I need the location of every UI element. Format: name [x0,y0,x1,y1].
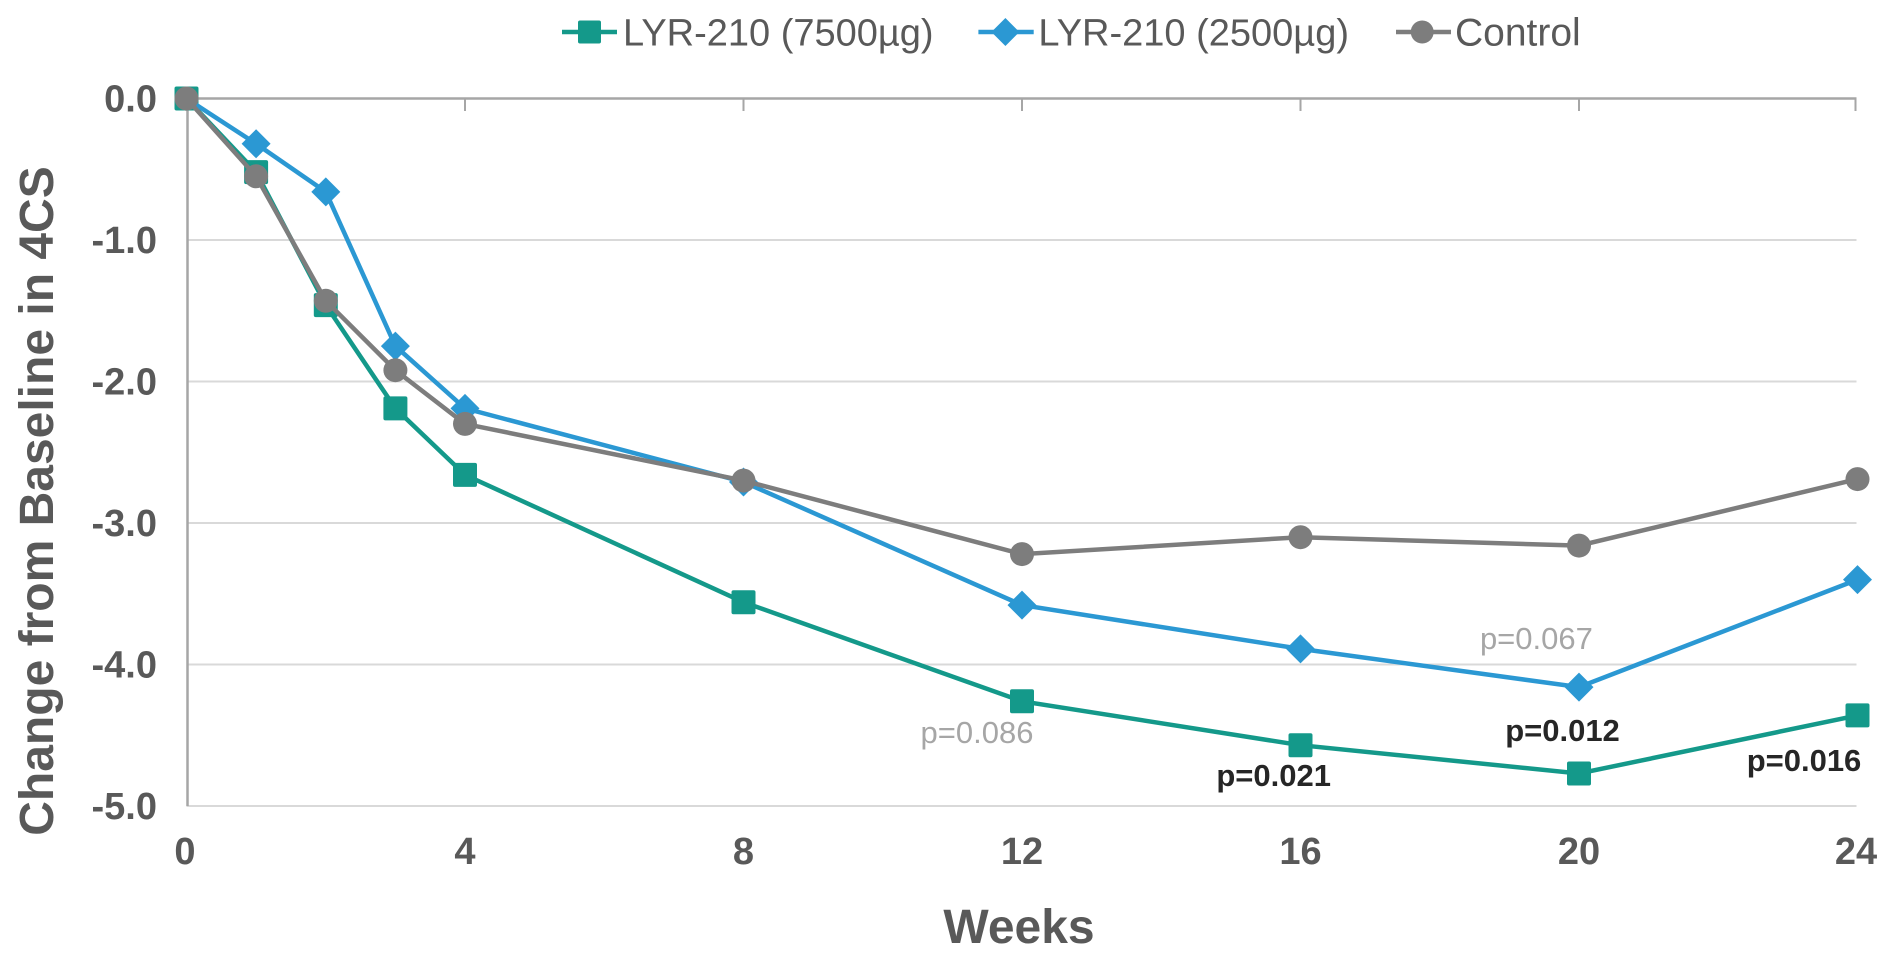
svg-text:24: 24 [1835,831,1877,873]
svg-text:p=0.016: p=0.016 [1747,743,1862,778]
svg-text:12: 12 [1001,831,1043,873]
svg-text:p=0.067: p=0.067 [1480,621,1593,656]
svg-text:Change from Baseline in 4CS: Change from Baseline in 4CS [11,166,64,836]
svg-text:p=0.021: p=0.021 [1216,758,1331,793]
svg-text:p=0.012: p=0.012 [1505,713,1620,748]
svg-text:4: 4 [454,831,475,873]
svg-text:p=0.086: p=0.086 [921,715,1034,750]
svg-text:20: 20 [1558,831,1600,873]
svg-text:-2.0: -2.0 [92,362,157,404]
svg-text:Control: Control [1455,12,1581,55]
svg-text:Weeks: Weeks [943,901,1094,954]
svg-text:-5.0: -5.0 [92,786,157,828]
svg-text:0: 0 [174,831,195,873]
svg-text:LYR-210 (7500µg): LYR-210 (7500µg) [623,13,934,55]
svg-text:-1.0: -1.0 [92,220,157,262]
svg-text:LYR-210 (2500µg): LYR-210 (2500µg) [1038,13,1349,55]
svg-text:16: 16 [1279,831,1321,873]
svg-text:0.0: 0.0 [104,79,157,121]
svg-text:-4.0: -4.0 [92,645,157,687]
svg-text:-3.0: -3.0 [92,503,157,545]
svg-text:8: 8 [733,831,754,873]
